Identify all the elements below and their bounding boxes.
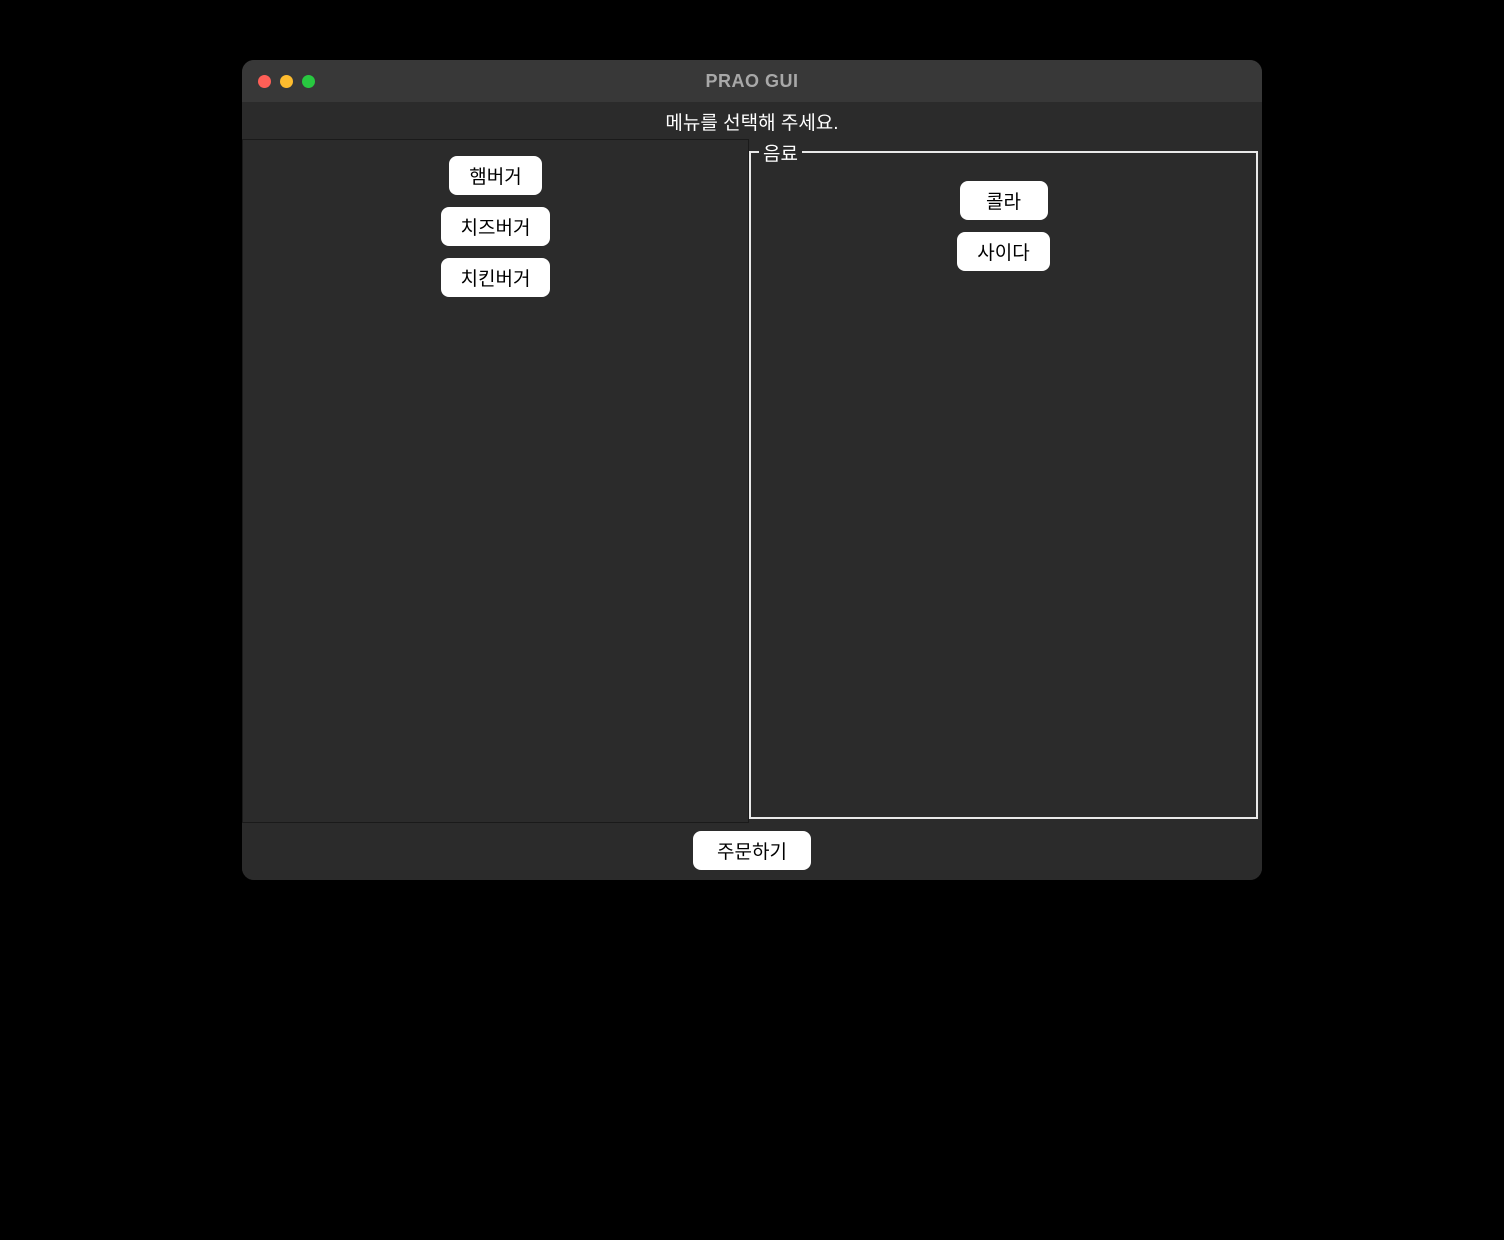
window-title: PRAO GUI: [705, 71, 798, 92]
cheeseburger-button[interactable]: 치즈버거: [441, 207, 551, 246]
cider-button[interactable]: 사이다: [957, 232, 1049, 271]
panels-container: 햄버거 치즈버거 치킨버거 음료 콜라 사이다: [242, 139, 1262, 823]
order-button[interactable]: 주문하기: [693, 831, 811, 870]
cola-button[interactable]: 콜라: [960, 181, 1048, 220]
titlebar: PRAO GUI: [242, 60, 1262, 102]
hamburger-button[interactable]: 햄버거: [449, 156, 541, 195]
group-label-wrap: 음료: [759, 139, 802, 166]
maximize-icon[interactable]: [302, 75, 315, 88]
page-subtitle: 메뉴를 선택해 주세요.: [242, 102, 1262, 139]
window-controls: [242, 75, 315, 88]
app-window: PRAO GUI 메뉴를 선택해 주세요. 햄버거 치즈버거 치킨버거 음료 콜…: [242, 60, 1262, 880]
left-panel: 햄버거 치즈버거 치킨버거: [242, 139, 749, 823]
right-panel: 음료 콜라 사이다: [749, 151, 1258, 819]
chickenburger-button[interactable]: 치킨버거: [441, 258, 551, 297]
minimize-icon[interactable]: [280, 75, 293, 88]
group-label: 음료: [759, 139, 802, 166]
close-icon[interactable]: [258, 75, 271, 88]
footer: 주문하기: [242, 823, 1262, 880]
